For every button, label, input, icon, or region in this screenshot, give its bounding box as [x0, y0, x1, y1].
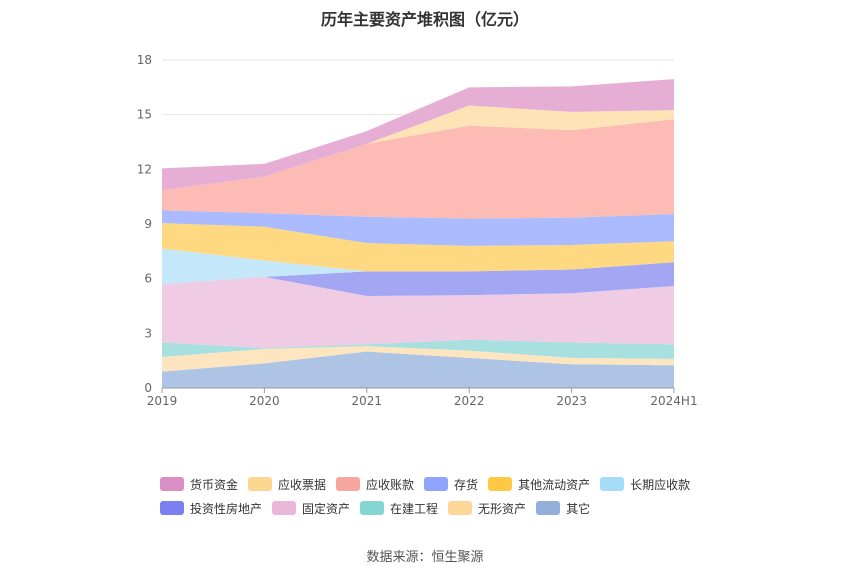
series-area — [162, 210, 674, 246]
legend-item[interactable]: 无形资产 — [448, 500, 526, 517]
legend-label: 在建工程 — [390, 501, 439, 516]
legend-label: 应收账款 — [366, 477, 415, 492]
legend: 货币资金 应收票据 应收账款 存货 其他流动资产 长期应收款 投资性房地产 固定资产 在建工程… — [160, 472, 720, 520]
legend-swatch — [536, 501, 561, 515]
series-area — [162, 223, 674, 272]
legend-item[interactable]: 在建工程 — [360, 500, 438, 517]
legend-label: 无形资产 — [478, 501, 527, 516]
source-text: 数据来源：恒生聚源 — [366, 550, 484, 565]
legend-label: 长期应收款 — [630, 477, 691, 492]
legend-swatch — [336, 477, 361, 491]
legend-label: 其它 — [566, 501, 591, 516]
legend-item[interactable]: 应收账款 — [336, 476, 414, 493]
legend-item[interactable]: 其他流动资产 — [488, 476, 590, 493]
legend-item[interactable]: 长期应收款 — [600, 476, 690, 493]
series-area — [162, 346, 674, 372]
legend-item[interactable]: 投资性房地产 — [160, 500, 262, 517]
y-tick-label: 9 — [144, 217, 152, 231]
y-tick-label: 18 — [137, 53, 152, 67]
x-tick-label: 2019 — [147, 394, 178, 408]
legend-swatch — [248, 477, 273, 491]
chart-title: 历年主要资产堆积图（亿元） — [320, 10, 529, 29]
legend-label: 应收票据 — [278, 477, 327, 492]
y-tick-label: 15 — [137, 108, 152, 122]
legend-label: 其他流动资产 — [518, 477, 591, 492]
legend-swatch — [272, 501, 297, 515]
x-tick-label: 2021 — [352, 394, 383, 408]
series-areas — [162, 79, 674, 388]
x-tick-label: 2020 — [249, 394, 280, 408]
legend-item[interactable]: 货币资金 — [160, 476, 238, 493]
legend-swatch — [160, 477, 184, 491]
legend-swatch — [448, 501, 473, 515]
x-tick-label: 2022 — [454, 394, 485, 408]
legend-label: 货币资金 — [190, 477, 239, 492]
legend-swatch — [160, 501, 184, 515]
series-area — [162, 351, 674, 388]
x-tick-label: 2024H1 — [650, 394, 697, 408]
legend-item[interactable]: 存货 — [424, 476, 478, 493]
legend-item[interactable]: 固定资产 — [272, 500, 350, 517]
legend-item[interactable]: 应收票据 — [248, 476, 326, 493]
legend-label: 固定资产 — [302, 501, 351, 516]
legend-row: 货币资金 应收票据 应收账款 存货 其他流动资产 长期应收款 — [160, 472, 720, 496]
legend-swatch — [600, 477, 625, 491]
axes: 0 3 6 9 12 15 18 2019 2020 2021 2022 2023 2024H1 — [137, 53, 698, 408]
legend-label: 投资性房地产 — [190, 501, 263, 516]
series-area — [162, 79, 674, 191]
series-area — [162, 276, 674, 348]
legend-row: 投资性房地产 固定资产 在建工程 无形资产 其它 — [160, 496, 720, 520]
legend-swatch — [360, 501, 385, 515]
series-area — [162, 262, 674, 296]
legend-swatch — [488, 477, 513, 491]
series-area — [162, 339, 674, 359]
y-tick-label: 12 — [137, 162, 152, 176]
legend-swatch — [424, 477, 449, 491]
x-tick-label: 2023 — [556, 394, 587, 408]
legend-item[interactable]: 其它 — [536, 500, 590, 517]
series-area — [162, 105, 674, 191]
y-tick-label: 0 — [144, 381, 152, 395]
series-area — [162, 248, 674, 285]
series-area — [162, 119, 674, 219]
y-tick-label: 3 — [144, 326, 152, 340]
legend-label: 存货 — [454, 477, 479, 492]
y-tick-label: 6 — [144, 272, 152, 286]
